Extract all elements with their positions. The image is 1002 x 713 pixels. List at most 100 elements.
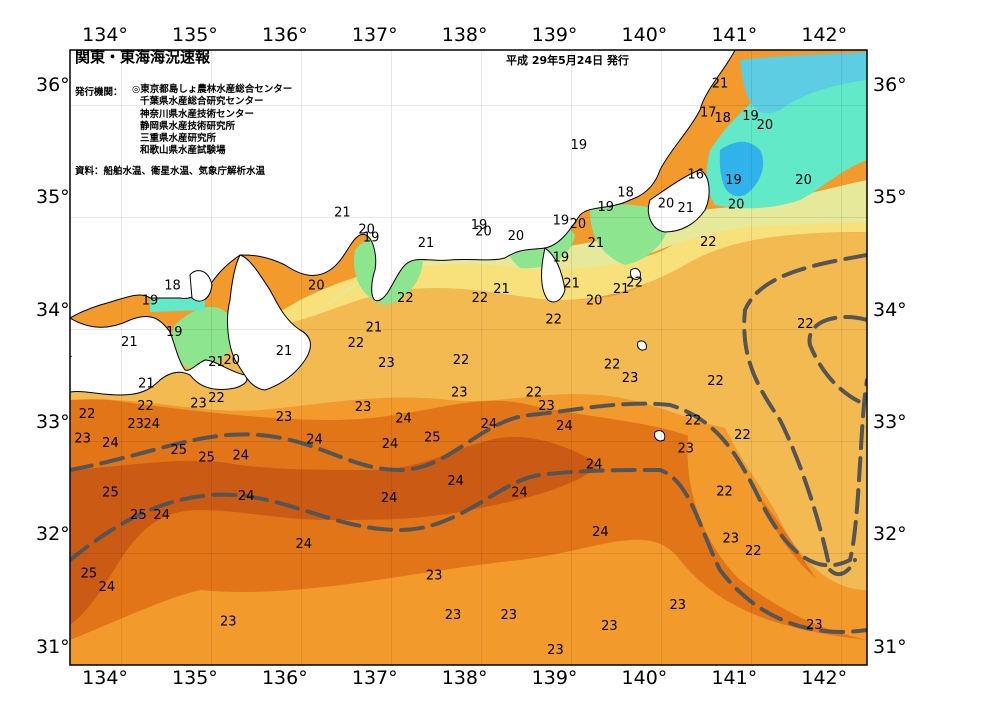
isotherm-label: 24 [381,491,398,506]
lon-label-top: 136° [261,24,308,46]
lon-label-bottom: 134° [82,667,128,689]
isotherm-label: 20 [224,353,241,368]
isotherm-label: 21 [613,282,630,297]
data-source: 資料：船舶水温、衛星水温、気象庁解析水温 [75,166,266,177]
isotherm-label: 22 [472,291,489,306]
isotherm-label: 19 [166,325,183,340]
map-title: 関東・東海海況速報 [75,48,211,66]
isotherm-label: 21 [138,376,155,391]
isotherm-label: 21 [493,282,510,297]
lat-label-left: 35° [36,186,70,209]
publisher-2: 千葉県水産総合研究センター [140,96,264,108]
isotherm-label: 20 [658,197,675,212]
isotherm-label: 24 [102,436,119,451]
isotherm-label: 22 [348,336,365,351]
lon-label-top: 140° [621,24,668,46]
isotherm-label: 23 [500,608,517,623]
lat-label-right: 33° [873,410,907,433]
publisher-3: 神奈川県水産技術センター [140,108,255,120]
isotherm-label: 19 [598,200,615,215]
isotherm-label: 21 [563,276,580,291]
isotherm-label: 23 [378,356,395,371]
lon-label-bottom: 142° [801,667,848,689]
publisher-6: 和歌山県水産試験場 [140,145,226,157]
isotherm-label: 22 [604,357,621,372]
isotherm-label: 19 [742,109,759,124]
isotherm-label: 22 [545,312,562,327]
isotherm-label: 20 [728,198,745,213]
lat-label-right: 36° [873,73,907,96]
lon-label-bottom: 138° [441,667,488,689]
isotherm-label: 22 [526,385,543,400]
lon-label-bottom: 139° [531,667,578,689]
isotherm-label: 24 [144,417,161,432]
lat-label-left: 32° [36,523,70,546]
isotherm-label: 21 [276,344,293,359]
isotherm-label: 24 [382,437,399,452]
lat-label-left: 36° [36,73,70,96]
publisher-1: ◎東京都島しょ農林水産総合センター [132,84,293,95]
isotherm-label: 22 [707,374,724,389]
isotherm-label: 20 [586,293,603,308]
isotherm-label: 21 [121,335,138,350]
lat-label-right: 35° [873,186,907,209]
isotherm-label: 23 [547,643,564,658]
isotherm-label: 24 [481,417,498,432]
isotherm-label: 22 [79,407,96,422]
isotherm-label: 23 [127,417,144,432]
isotherm-label: 23 [426,569,443,584]
isotherm-label: 20 [508,229,525,244]
isotherm-label: 23 [190,397,207,412]
isotherm-label: 17 [700,106,717,121]
isotherm-label: 19 [553,251,570,266]
isotherm-label: 22 [137,399,154,414]
isotherm-label: 18 [617,185,634,200]
isotherm-label: 21 [366,320,383,335]
isotherm-label: 21 [588,236,605,251]
isotherm-label: 22 [685,414,702,429]
isotherm-label: 23 [355,400,372,415]
lat-label-left: 33° [36,410,70,433]
isotherm-label: 21 [334,206,351,221]
isotherm-label: 18 [714,111,731,126]
isotherm-label: 22 [397,291,414,306]
isotherm-label: 25 [81,566,98,581]
isotherm-label: 25 [130,508,147,523]
lon-label-top: 134° [82,24,128,46]
lon-label-bottom: 136° [261,667,308,689]
lat-label-left: 31° [36,635,70,658]
isotherm-label: 24 [592,525,609,540]
isotherm-label: 19 [725,173,742,188]
isotherm-label: 22 [716,484,733,499]
isotherm-label: 22 [453,353,470,368]
isotherm-label: 20 [795,173,812,188]
isotherm-label: 21 [208,355,225,370]
lat-label-right: 32° [873,523,907,546]
lat-label-right: 34° [873,298,907,321]
isotherm-label: 23 [276,410,293,425]
lon-label-top: 135° [172,24,218,46]
lon-label-bottom: 137° [351,667,398,689]
publisher-4: 静岡県水産技術研究所 [140,120,236,132]
isotherm-label: 22 [797,317,814,332]
isotherm-label: 23 [678,442,695,457]
isotherm-label: 24 [233,448,250,463]
isotherm-label: 24 [153,508,170,523]
isotherm-label: 23 [220,615,237,630]
isotherm-label: 21 [56,346,73,361]
publishers-list: ◎東京都島しょ農林水産総合センター 千葉県水産総合研究センター 神奈川県水産技術… [132,84,292,158]
isotherm-label: 21 [712,76,729,91]
lat-label-right: 31° [873,635,907,658]
isotherm-label: 23 [451,385,468,400]
isotherm-label: 23 [445,608,462,623]
isotherm-label: 20 [475,225,492,240]
isotherm-label: 16 [687,167,704,182]
isotherm-label: 24 [295,537,312,552]
isotherm-label: 25 [198,451,215,466]
isotherm-label: 23 [538,399,555,414]
lon-label-top: 139° [531,24,578,46]
isotherm-label: 21 [678,201,695,216]
isotherm-label: 24 [586,457,603,472]
